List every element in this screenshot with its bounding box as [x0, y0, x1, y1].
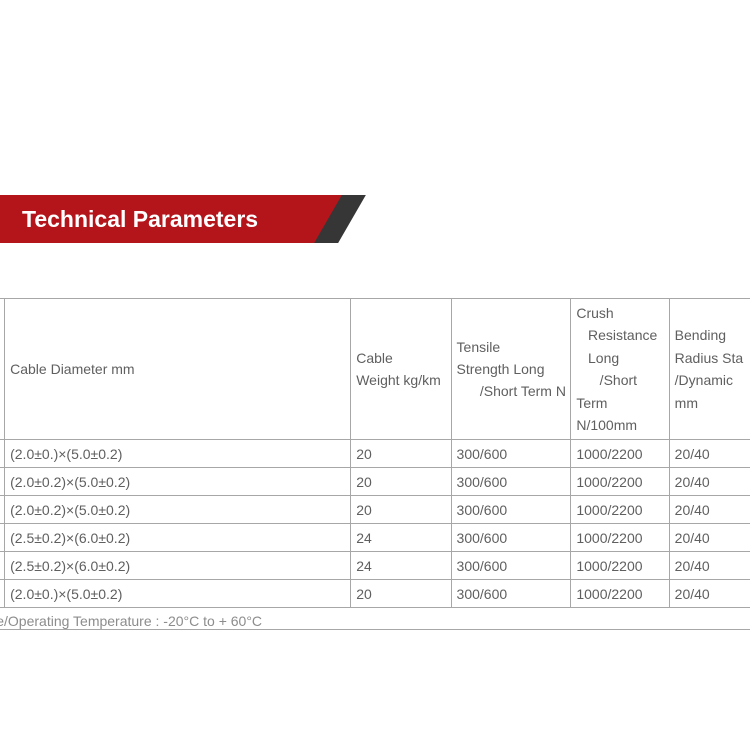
cell: 20 — [351, 580, 451, 608]
header-title: Technical Parameters — [22, 206, 258, 233]
cell: 300/600 — [451, 440, 571, 468]
cell: 20 — [351, 440, 451, 468]
col-crush: Crush Resistance Long /Short Term N/100m… — [571, 299, 669, 440]
table-body: (2.0±0.)×(5.0±0.2) 20 300/600 1000/2200 … — [0, 440, 750, 608]
cell: 20/40 — [669, 580, 750, 608]
table-row: (2.0±0.2)×(5.0±0.2) 20 300/600 1000/2200… — [0, 496, 750, 524]
parameters-table: per unt Cable Diameter mm Cable Weight k… — [0, 298, 750, 608]
cell: 20 — [351, 468, 451, 496]
cell: 1000/2200 — [571, 496, 669, 524]
cell: (2.0±0.)×(5.0±0.2) — [5, 580, 351, 608]
footnote-text: rage/Operating Temperature : -20°C to + … — [0, 607, 750, 629]
cell: 1000/2200 — [571, 440, 669, 468]
header-red-band: Technical Parameters — [0, 195, 308, 243]
cell: 300/600 — [451, 496, 571, 524]
cell: 1000/2200 — [571, 468, 669, 496]
cell: 20/40 — [669, 496, 750, 524]
cell: (2.5±0.2)×(6.0±0.2) — [5, 552, 351, 580]
cell: 300/600 — [451, 580, 571, 608]
cell: 1000/2200 — [571, 524, 669, 552]
cell: 1000/2200 — [571, 580, 669, 608]
footnote-divider — [0, 629, 750, 630]
cell: 300/600 — [451, 468, 571, 496]
cell: (2.5±0.2)×(6.0±0.2) — [5, 524, 351, 552]
table-row: (2.0±0.)×(5.0±0.2) 20 300/600 1000/2200 … — [0, 580, 750, 608]
col-tensile: Tensile Strength Long /Short Term N — [451, 299, 571, 440]
cell: 20 — [351, 496, 451, 524]
col-cable-weight: Cable Weight kg/km — [351, 299, 451, 440]
table-row: (2.0±0.2)×(5.0±0.2) 20 300/600 1000/2200… — [0, 468, 750, 496]
cell: 20/40 — [669, 552, 750, 580]
cell: 20/40 — [669, 440, 750, 468]
cell: 24 — [351, 524, 451, 552]
cell: 24 — [351, 552, 451, 580]
col-cable-diameter: Cable Diameter mm — [5, 299, 351, 440]
parameters-table-wrap: per unt Cable Diameter mm Cable Weight k… — [0, 298, 750, 630]
cell: 20/40 — [669, 468, 750, 496]
cell: (2.0±0.)×(5.0±0.2) — [5, 440, 351, 468]
cell: 1000/2200 — [571, 552, 669, 580]
table-row: (2.5±0.2)×(6.0±0.2) 24 300/600 1000/2200… — [0, 524, 750, 552]
cell: 300/600 — [451, 524, 571, 552]
section-header: Technical Parameters — [0, 195, 308, 243]
col-bending: Bending Radius Sta /Dynamic mm — [669, 299, 750, 440]
table-row: (2.0±0.)×(5.0±0.2) 20 300/600 1000/2200 … — [0, 440, 750, 468]
cell: 20/40 — [669, 524, 750, 552]
table-header-row: per unt Cable Diameter mm Cable Weight k… — [0, 299, 750, 440]
cell: (2.0±0.2)×(5.0±0.2) — [5, 496, 351, 524]
cell: (2.0±0.2)×(5.0±0.2) — [5, 468, 351, 496]
table-row: (2.5±0.2)×(6.0±0.2) 24 300/600 1000/2200… — [0, 552, 750, 580]
cell: 300/600 — [451, 552, 571, 580]
